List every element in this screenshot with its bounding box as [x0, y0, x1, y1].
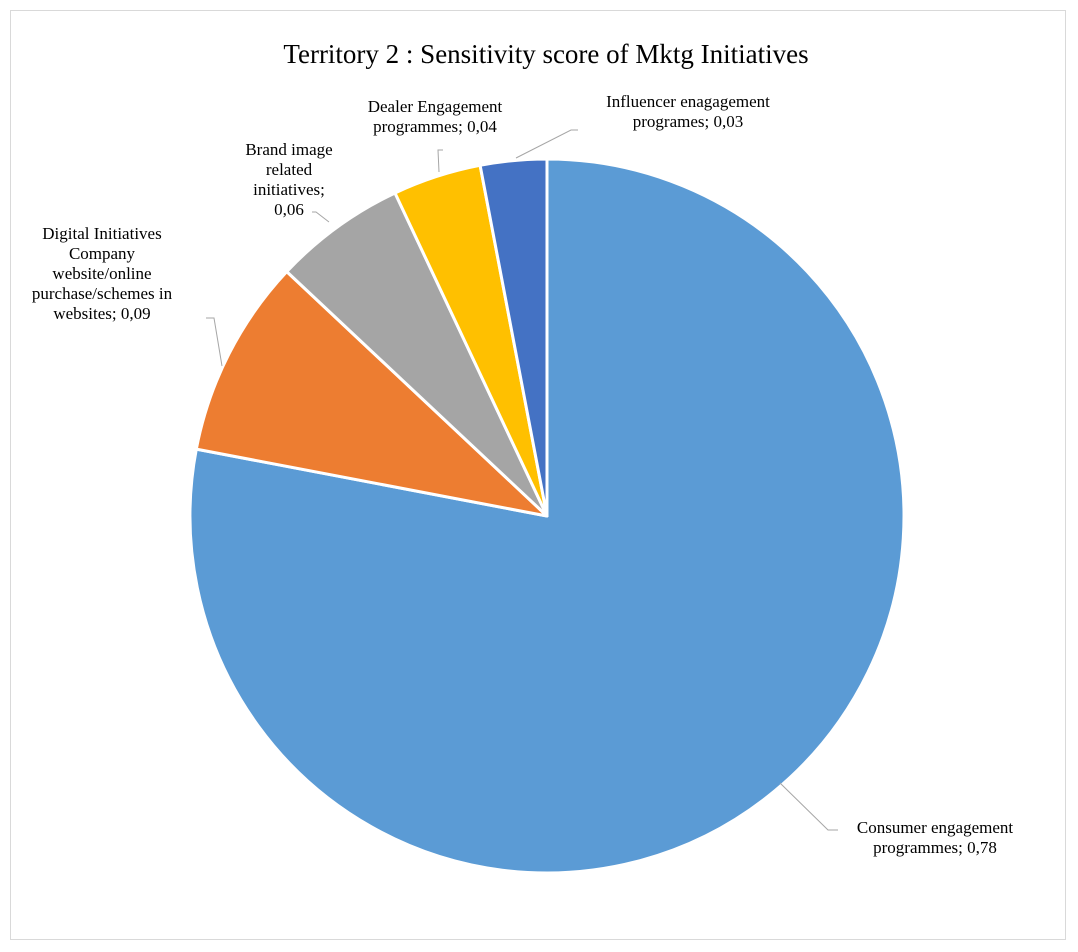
data-label-line: Influencer enagagement: [606, 92, 770, 111]
leader-line: [206, 317, 223, 367]
data-label-line: websites; 0,09: [53, 304, 150, 323]
data-labels: Consumer engagement programmes; 0,78 Digit…: [32, 92, 1014, 857]
data-label-line: website/online: [52, 264, 151, 283]
data-label-line: programmes; 0,78: [873, 838, 997, 857]
data-label-line: Digital Initiatives: [42, 224, 161, 243]
data-label-line: 0,06: [274, 200, 304, 219]
leader-line: [779, 782, 838, 831]
data-label-line: Company: [69, 244, 136, 263]
data-label-line: related: [266, 160, 313, 179]
leader-line: [312, 211, 330, 223]
data-label-line: programes; 0,03: [633, 112, 743, 131]
leader-lines: [206, 129, 838, 831]
data-label-line: initiatives;: [253, 180, 325, 199]
data-label: Brand image related initiatives; 0,06: [245, 140, 332, 219]
leader-line: [437, 149, 443, 173]
slices-layer: [188, 157, 906, 875]
pie-slice: [194, 270, 549, 518]
data-label-line: Brand image: [245, 140, 332, 159]
data-label: Digital Initiatives Company website/online…: [32, 224, 173, 323]
pie-slice: [285, 191, 549, 518]
chart-title: Territory 2 : Sensitivity score of Mktg …: [283, 39, 808, 69]
data-label-line: Consumer engagement: [857, 818, 1014, 837]
data-label: Dealer Engagement programmes; 0,04: [368, 97, 503, 136]
data-label: Consumer engagement programmes; 0,78: [857, 818, 1014, 857]
data-label-line: purchase/schemes in: [32, 284, 173, 303]
data-label-line: programmes; 0,04: [373, 117, 497, 136]
data-label: Influencer enagagement programes; 0,03: [606, 92, 770, 131]
data-label-line: Dealer Engagement: [368, 97, 503, 116]
pie-slice: [478, 157, 549, 518]
leader-line: [515, 129, 578, 159]
